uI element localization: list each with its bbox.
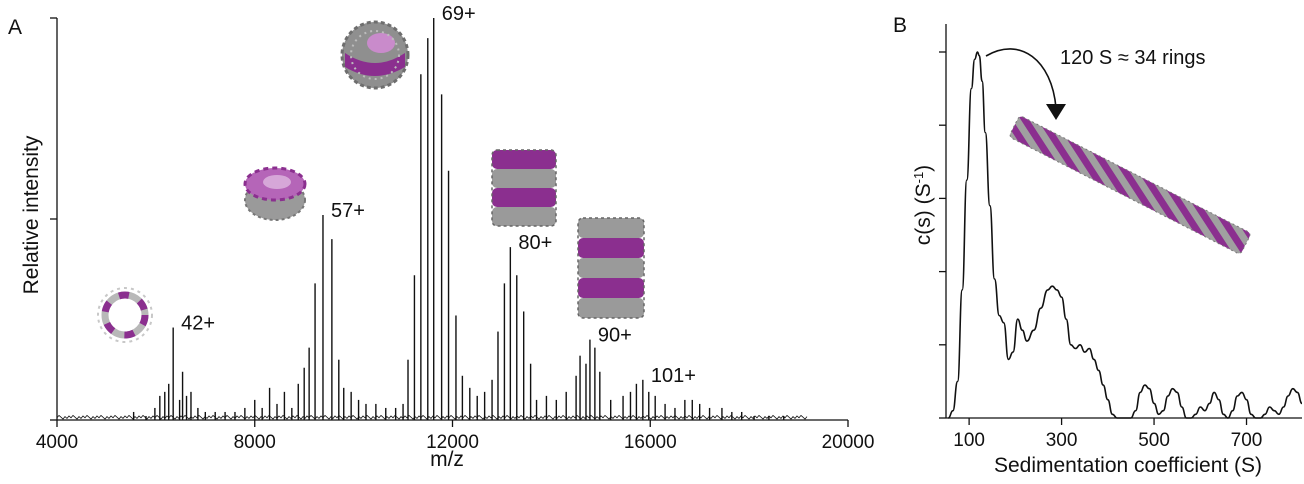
panel-a-charge-label: 69+ xyxy=(442,3,476,25)
panel-a: A 4000 8000 12000 16000 20000 m/z Relative i… xyxy=(8,3,874,471)
panel-b-y-axis-title-main: c(s) (S xyxy=(912,183,935,245)
panel-a-x-tick-label: 12000 xyxy=(426,432,479,453)
panel-b-y-axis-title-close: ) xyxy=(912,165,935,172)
annotation-arrow-curve xyxy=(985,48,1057,109)
panel-b: B 100 300 500 700 Sedimentation coefficient… xyxy=(893,14,1303,477)
double-ring-icon xyxy=(243,166,307,221)
panel-a-charge-label: 90+ xyxy=(598,325,632,347)
nanotube-rod-icon xyxy=(1009,116,1251,254)
panel-a-x-axis-title: m/z xyxy=(430,448,464,471)
panel-b-x-tick-label: 500 xyxy=(1138,430,1170,451)
panel-b-y-axis-title-superscript: -1 xyxy=(911,172,926,184)
panel-b-y-ticks xyxy=(939,51,946,419)
panel-label-a: A xyxy=(8,16,22,39)
panel-a-y-ticks xyxy=(50,17,57,421)
panel-a-charge-label: 57+ xyxy=(331,200,365,222)
panel-a-spectrum xyxy=(132,18,785,420)
panel-a-charge-label: 42+ xyxy=(181,313,215,335)
panel-label-b: B xyxy=(893,14,907,37)
single-ring-icon xyxy=(97,287,153,343)
panel-a-x-tick-label: 4000 xyxy=(36,432,78,453)
panel-a-x-ticks: 4000 8000 12000 16000 20000 xyxy=(36,420,875,453)
panel-a-x-tick-label: 16000 xyxy=(624,432,677,453)
panel-b-x-tick-label: 700 xyxy=(1231,430,1263,451)
annotation-arrow-head-icon xyxy=(1046,104,1066,120)
panel-a-charge-label: 80+ xyxy=(518,232,552,254)
panel-a-x-tick-label: 8000 xyxy=(234,432,276,453)
panel-b-x-axis-title: Sedimentation coefficient (S) xyxy=(994,454,1262,477)
stack-four-rings-icon xyxy=(577,217,645,319)
stack-three-rings-icon xyxy=(491,149,557,227)
ring-cage-icon xyxy=(340,20,410,90)
panel-a-x-tick-label: 20000 xyxy=(822,432,875,453)
panel-a-baseline-noise xyxy=(56,414,808,420)
panel-a-charge-label: 101+ xyxy=(651,365,696,387)
panel-a-y-axis-title: Relative intensity xyxy=(20,135,43,294)
panel-b-x-tick-label: 100 xyxy=(953,430,985,451)
panel-b-x-tick-label: 300 xyxy=(1046,430,1078,451)
panel-b-y-axis-title: c(s) (S-1) xyxy=(911,165,935,245)
panel-b-x-ticks: 100 300 500 700 xyxy=(953,418,1262,451)
annotation-120s-label: 120 S ≈ 34 rings xyxy=(1060,47,1206,69)
panel-a-charge-labels: 42+ 57+ 69+ 80+ 90+ 101+ xyxy=(181,3,696,387)
panel-a-noise-trace xyxy=(56,414,808,420)
panel-b-distribution-line xyxy=(948,51,1303,419)
